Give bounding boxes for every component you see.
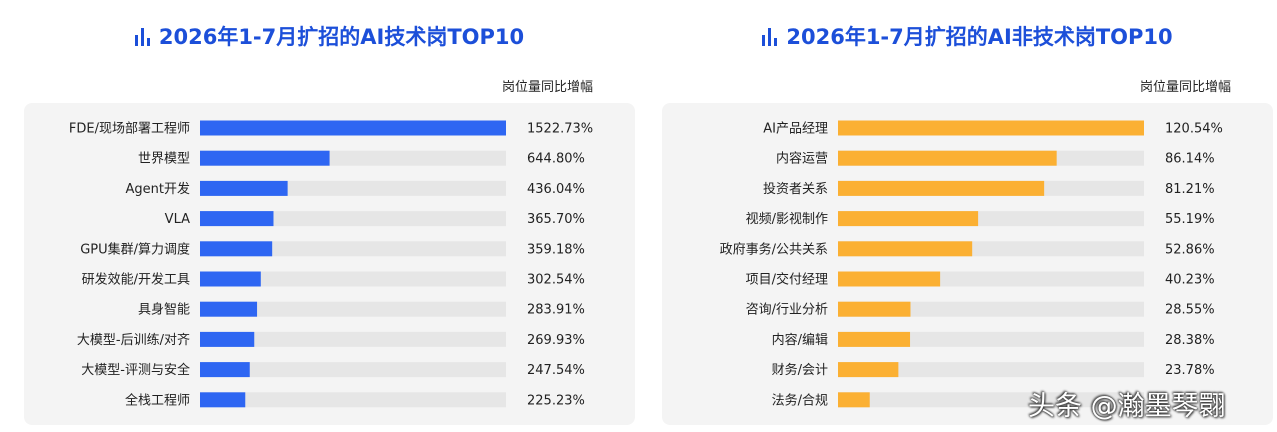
value-label: 23.78% xyxy=(1165,363,1215,378)
bar xyxy=(200,120,506,136)
bar-track xyxy=(838,362,1144,378)
value-label: 644.80% xyxy=(527,152,585,167)
bar-chart-icon xyxy=(134,28,151,46)
bar-track xyxy=(200,211,506,227)
chart-title: 2026年1-7月扩招的AI非技术岗TOP10 xyxy=(662,22,1273,52)
bar-track xyxy=(838,392,1144,408)
bar xyxy=(200,331,255,347)
value-label: 28.38% xyxy=(1165,333,1215,348)
bar-track xyxy=(200,241,506,257)
bar xyxy=(200,271,261,287)
value-label: 86.14% xyxy=(1165,152,1215,167)
value-label: 52.86% xyxy=(1165,242,1215,257)
category-label: Agent开发 xyxy=(126,181,190,197)
value-label: 269.93% xyxy=(527,333,585,348)
bar xyxy=(200,392,246,408)
bar xyxy=(838,301,911,317)
bar-track xyxy=(200,331,506,347)
bar xyxy=(200,211,274,227)
chart-panel: AI产品经理 120.54% 内容运营 86.14% 投资者关系 81.21% 视频/影视制… xyxy=(662,103,1273,425)
metric-label: 岗位量同比增幅 xyxy=(502,80,594,95)
bar-plot: AI产品经理 120.54% 内容运营 86.14% 投资者关系 81.21% 视频/影视制… xyxy=(720,120,1223,408)
bar xyxy=(200,150,330,166)
bar xyxy=(838,180,1045,196)
value-label: 1522.73% xyxy=(527,122,593,137)
value-label: 120.54% xyxy=(1165,122,1223,137)
chart-ai-tech-jobs: 2026年1-7月扩招的AI技术岗TOP10 岗位量同比增幅 FDE/现场部署工… xyxy=(24,0,635,432)
bar xyxy=(838,211,979,227)
bar-track xyxy=(838,331,1144,347)
category-label: VLA xyxy=(165,212,190,227)
value-label: 359.18% xyxy=(527,242,585,257)
category-label: 内容运营 xyxy=(776,151,828,167)
bar-track xyxy=(838,301,1144,317)
value-label: 81.21% xyxy=(1165,182,1215,197)
metric-label: 岗位量同比增幅 xyxy=(1140,80,1232,95)
category-label: 大模型-后训练/对齐 xyxy=(77,332,190,348)
bar xyxy=(838,362,899,378)
bar xyxy=(838,331,911,347)
value-label: 283.91% xyxy=(527,303,585,318)
bar xyxy=(838,241,973,257)
value-label: 225.23% xyxy=(527,393,585,408)
bar-chart-icon xyxy=(762,28,778,46)
value-label: 40.23% xyxy=(1165,273,1215,288)
value-label: 302.54% xyxy=(527,273,585,288)
category-label: 法务/合规 xyxy=(772,392,828,408)
value-label: 436.04% xyxy=(527,182,585,197)
bar xyxy=(200,301,258,317)
category-label: 咨询/行业分析 xyxy=(746,303,828,318)
category-label: 投资者关系 xyxy=(763,181,828,197)
category-label: AI产品经理 xyxy=(763,122,828,137)
category-label: 财务/会计 xyxy=(772,362,828,378)
bar xyxy=(200,241,273,257)
chart-panel: FDE/现场部署工程师 1522.73% 世界模型 644.80% Agent开发 436… xyxy=(24,103,635,425)
category-label: 内容/编辑 xyxy=(772,332,828,348)
bar-plot: FDE/现场部署工程师 1522.73% 世界模型 644.80% Agent开发 436… xyxy=(69,120,593,408)
category-label: GPU集群/算力调度 xyxy=(80,241,190,257)
category-label: FDE/现场部署工程师 xyxy=(69,122,190,137)
category-label: 全栈工程师 xyxy=(125,392,190,408)
chart-title: 2026年1-7月扩招的AI技术岗TOP10 xyxy=(24,22,635,52)
bar xyxy=(838,120,1144,136)
bar xyxy=(200,180,288,196)
value-label: 247.54% xyxy=(527,363,585,378)
chart-title-text: 2026年1-7月扩招的AI非技术岗TOP10 xyxy=(786,25,1173,49)
bar xyxy=(838,392,870,408)
value-label: 55.19% xyxy=(1165,212,1215,227)
bar xyxy=(838,150,1057,166)
bar-track xyxy=(200,271,506,287)
chart-title-text: 2026年1-7月扩招的AI技术岗TOP10 xyxy=(158,25,525,49)
watermark-text: 头条 @瀚墨琴翾 xyxy=(1028,391,1226,422)
value-label: 28.55% xyxy=(1165,303,1215,318)
bar xyxy=(200,362,250,378)
category-label: 项目/交付经理 xyxy=(746,272,828,288)
category-label: 研发效能/开发工具 xyxy=(82,272,190,288)
value-label: 365.70% xyxy=(527,212,585,227)
chart-ai-nontech-jobs: 2026年1-7月扩招的AI非技术岗TOP10 岗位量同比增幅 AI产品经理 12… xyxy=(662,0,1273,432)
category-label: 大模型-评测与安全 xyxy=(81,362,190,378)
bar xyxy=(838,271,941,287)
bar-track xyxy=(200,392,506,408)
bar-track xyxy=(200,362,506,378)
category-label: 政府事务/公共关系 xyxy=(720,241,828,257)
category-label: 具身智能 xyxy=(138,302,190,318)
bar-track xyxy=(200,301,506,317)
category-label: 视频/影视制作 xyxy=(746,212,828,227)
category-label: 世界模型 xyxy=(138,152,190,167)
